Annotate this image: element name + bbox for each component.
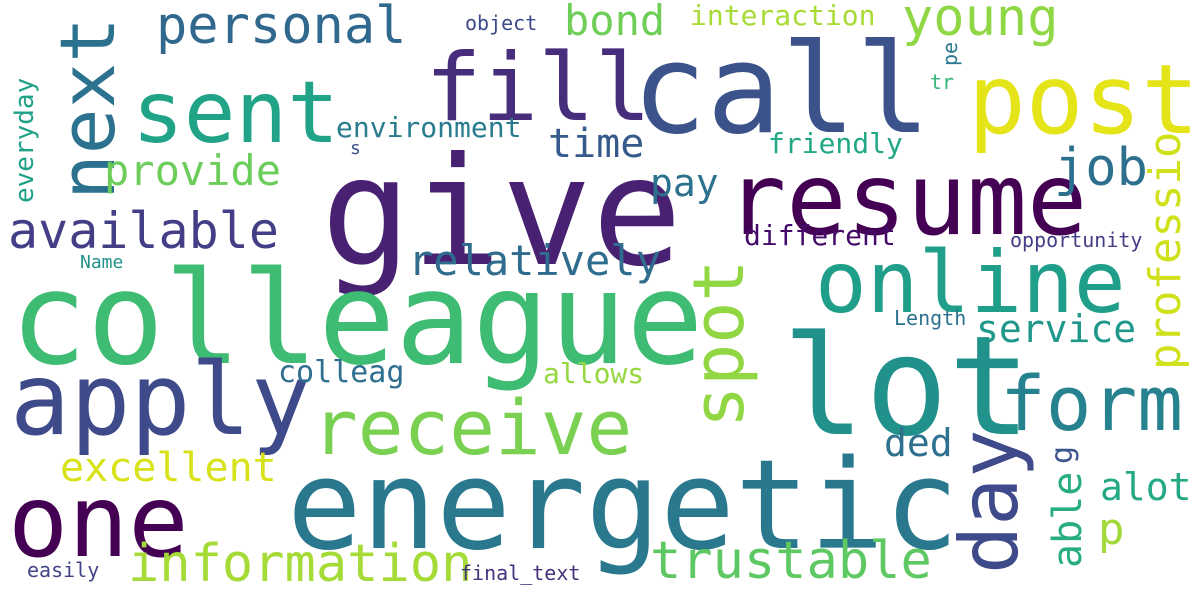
word-pay: pay (650, 161, 719, 205)
word-sent: sent (132, 63, 340, 163)
word-one: one (8, 463, 189, 580)
word-friendly: friendly (768, 127, 903, 160)
word-g: g (1045, 445, 1080, 464)
word-different: different (744, 219, 896, 252)
word-everyday: everyday (10, 77, 40, 203)
word-p: p (1098, 504, 1125, 555)
word-young: young (902, 0, 1059, 48)
word-easily: easily (27, 558, 100, 582)
word-give: give (321, 126, 683, 300)
word-object: object (465, 11, 538, 35)
word-receive: receive (312, 383, 633, 472)
word-relatively: relatively (408, 236, 661, 285)
word-spot: spot (678, 259, 760, 428)
word-call: call (632, 18, 931, 162)
word-personal: personal (156, 0, 407, 56)
word-pe: pe (938, 41, 962, 66)
word-opportunity: opportunity (1010, 228, 1143, 252)
word-post: post (968, 44, 1200, 156)
word-lot: lot (782, 306, 1032, 467)
word-Name: Name (80, 252, 124, 273)
word-Length: Length (894, 306, 967, 330)
word-service: service (976, 307, 1137, 351)
word-online: online (815, 233, 1126, 333)
word-colleague: colleague (10, 245, 704, 394)
word-trustable: trustable (650, 531, 932, 591)
word-colleag: colleag (278, 355, 405, 390)
word-excellent: excellent (60, 445, 277, 491)
word-tr: tr (930, 70, 955, 94)
word-job: job (1054, 138, 1148, 198)
word-s: s (350, 138, 361, 159)
word-alot: alot (1100, 465, 1192, 509)
word-environment: environment (336, 111, 522, 144)
word-resume: resume (726, 141, 1088, 258)
word-apply: apply (10, 341, 312, 458)
word-final_text: final_text (460, 561, 581, 585)
word-ded: ded (884, 421, 953, 465)
word-interaction: interaction (690, 0, 876, 32)
word-professio: professio (1140, 131, 1191, 370)
word-able: able (1045, 471, 1091, 568)
word-provide: provide (104, 146, 282, 195)
word-form: form (1000, 359, 1184, 448)
word-fill: fill (425, 34, 652, 143)
word-energetic: energetic (287, 434, 959, 578)
word-day: day (943, 429, 1036, 575)
word-time: time (548, 121, 645, 167)
word-available: available (8, 202, 279, 260)
word-information: information (128, 534, 473, 594)
word-bond: bond (564, 0, 666, 45)
word-allows: allows (543, 357, 645, 390)
